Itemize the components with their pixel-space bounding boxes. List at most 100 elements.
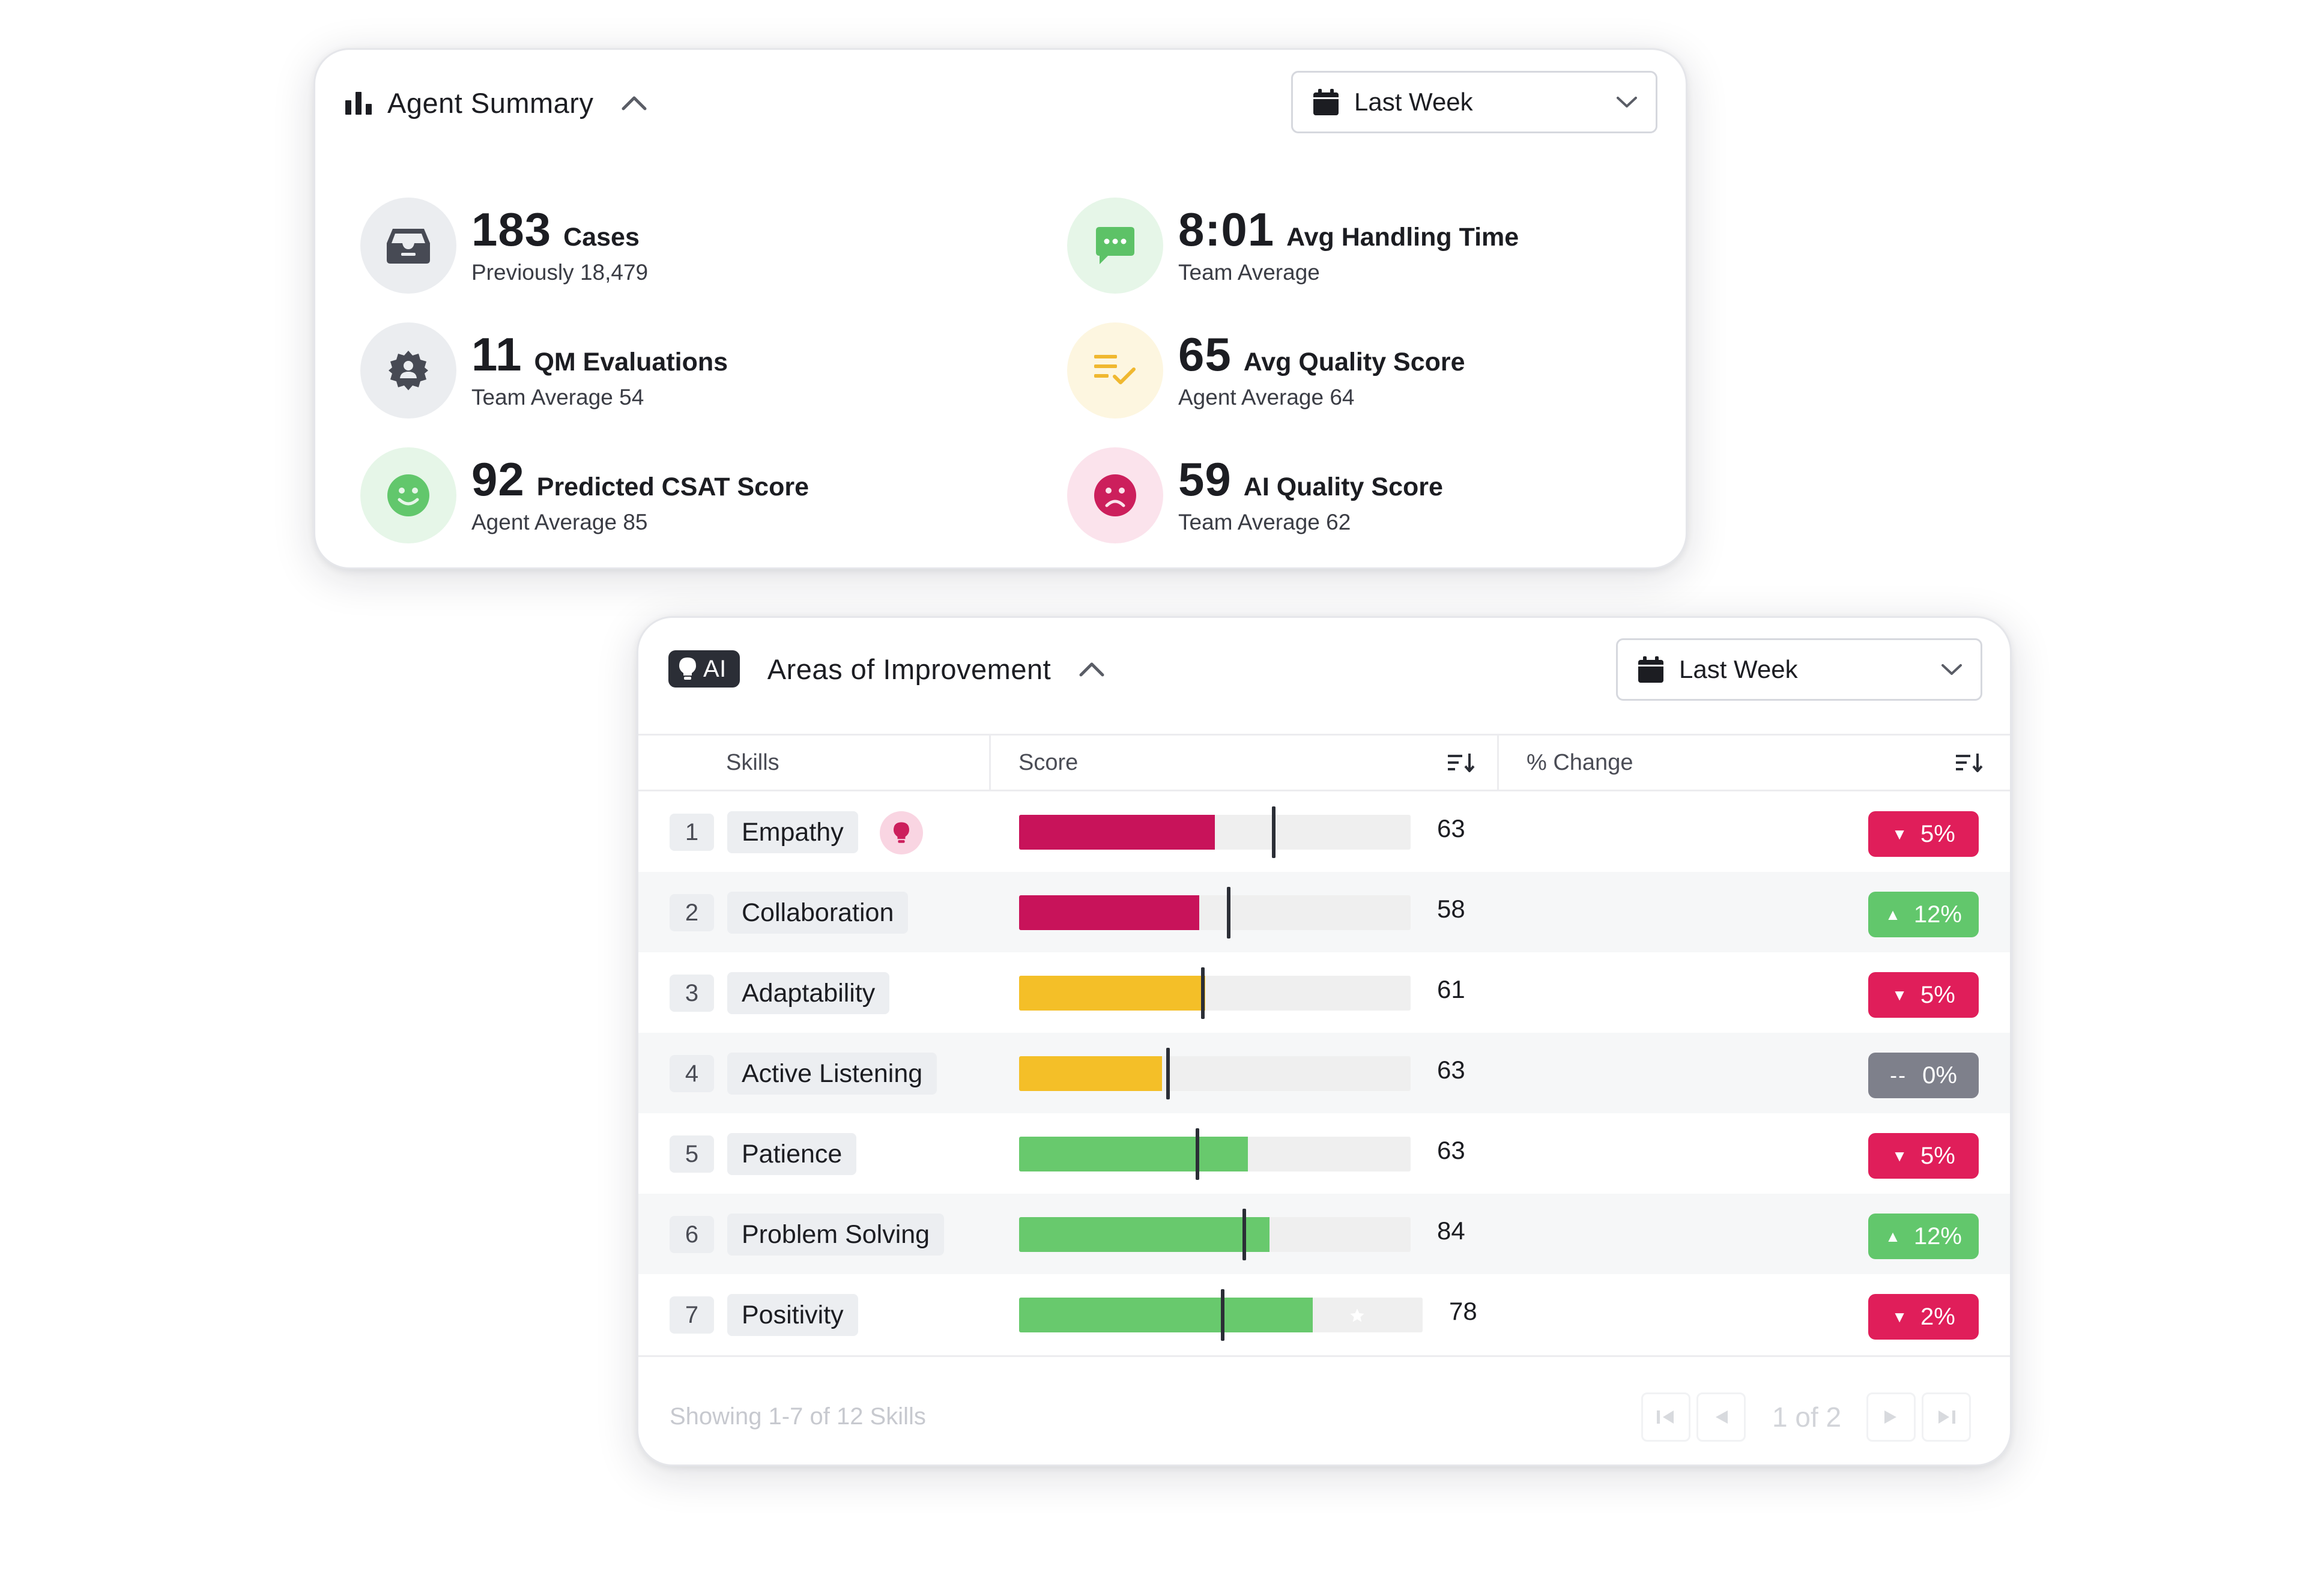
metric-icon-circle <box>360 198 456 294</box>
score-value: 63 <box>1437 1136 1465 1164</box>
rank-badge: 3 <box>670 975 714 1012</box>
score-value: 84 <box>1437 1217 1465 1245</box>
metric-value: 65 <box>1178 328 1232 381</box>
rank-badge: 7 <box>670 1296 714 1334</box>
metric-icon-circle <box>360 322 456 419</box>
calendar-icon <box>1313 89 1339 115</box>
sort-icon[interactable] <box>1448 752 1475 773</box>
metric-subtext: Team Average <box>1178 260 1320 285</box>
metric-cases: 183 Cases Previously 18,479 <box>360 198 961 294</box>
summary-period-dropdown[interactable]: Last Week <box>1291 71 1657 133</box>
team-average-marker <box>1227 887 1230 939</box>
score-bar-fill <box>1019 895 1199 930</box>
lightbulb-icon <box>679 657 696 680</box>
calendar-icon <box>1638 656 1663 683</box>
table-row[interactable]: 2 Collaboration 58 ▲ 12% <box>638 872 2010 952</box>
chevron-up-icon[interactable] <box>1079 660 1105 677</box>
table-row[interactable]: 3 Adaptability 61 ▼ 5% <box>638 952 2010 1033</box>
arrow-up-icon: ▲ <box>1885 1227 1901 1245</box>
inbox-icon <box>387 228 430 264</box>
table-row[interactable]: 4 Active Listening 63 -- 0% <box>638 1033 2010 1113</box>
skill-name: Collaboration <box>727 892 909 934</box>
change-badge: ▼ 5% <box>1868 1133 1979 1179</box>
smile-icon <box>387 474 429 516</box>
metric-ai-quality-score: 59 AI Quality Score Team Average 62 <box>1067 447 1668 543</box>
change-badge: ▼ 2% <box>1868 1294 1979 1340</box>
column-header-score[interactable]: Score <box>989 736 1497 790</box>
table-header: Skills Score % Change <box>638 734 2010 791</box>
rank-badge: 1 <box>670 814 714 851</box>
metric-icon-circle <box>1067 322 1163 419</box>
page-indicator: 1 of 2 <box>1772 1401 1842 1433</box>
arrow-up-icon: ▲ <box>1885 905 1901 923</box>
change-value: 12% <box>1913 1223 1962 1250</box>
metric-subtext: Team Average 62 <box>1178 510 1351 534</box>
prev-page-button[interactable] <box>1696 1392 1746 1442</box>
score-bar-fill <box>1019 1217 1270 1252</box>
sort-icon[interactable] <box>1956 752 1984 773</box>
lightbulb-icon[interactable] <box>880 811 923 854</box>
column-header-skills[interactable]: Skills <box>726 749 779 775</box>
metric-value: 8:01 <box>1178 203 1275 256</box>
score-bar-fill <box>1019 976 1205 1011</box>
checklist-icon <box>1094 354 1136 387</box>
score-bar-track <box>1019 967 1411 1019</box>
skill-name: Active Listening <box>727 1053 937 1095</box>
chevron-up-icon[interactable] <box>621 94 647 111</box>
chat-bubble-icon <box>1096 227 1134 264</box>
next-page-button[interactable] <box>1866 1392 1916 1442</box>
metric-subtext: Agent Average 64 <box>1178 385 1355 410</box>
frown-icon <box>1094 474 1136 516</box>
change-badge: -- 0% <box>1868 1053 1979 1098</box>
pagination-summary: Showing 1-7 of 12 Skills <box>670 1403 926 1430</box>
metric-value: 11 <box>471 328 522 381</box>
change-value: 5% <box>1920 820 1955 847</box>
chevron-down-icon <box>1941 663 1963 676</box>
bar-chart-icon <box>345 91 372 115</box>
change-value: 2% <box>1920 1303 1955 1330</box>
metric-icon-circle <box>1067 198 1163 294</box>
table-row[interactable]: 1 Empathy 63 ▼ 5% <box>638 791 2010 872</box>
column-header-change-label: % Change <box>1527 749 1633 775</box>
table-row[interactable]: 5 Patience 63 ▼ 5% <box>638 1113 2010 1194</box>
skill-name: Empathy <box>727 811 858 853</box>
column-header-change[interactable]: % Change <box>1497 736 2010 790</box>
last-page-icon <box>1936 1408 1956 1426</box>
metric-qm-evaluations: 11 QM Evaluations Team Average 54 <box>360 322 961 419</box>
rank-badge: 2 <box>670 894 714 931</box>
skill-name: Patience <box>727 1133 857 1175</box>
change-value: 0% <box>1922 1062 1957 1089</box>
team-average-marker <box>1272 806 1276 858</box>
score-bar-fill <box>1019 1298 1313 1332</box>
score-value: 78 <box>1449 1297 1477 1325</box>
pagination: 1 of 2 <box>1641 1392 1977 1442</box>
metric-icon-circle <box>360 447 456 543</box>
areas-of-improvement-card: AI Areas of Improvement Last Week Skills… <box>637 616 2012 1466</box>
agent-summary-card: Agent Summary Last Week 183 Cases Previou… <box>313 48 1687 569</box>
score-bar-fill <box>1019 1137 1248 1171</box>
aoi-period-dropdown[interactable]: Last Week <box>1616 638 1982 701</box>
metric-label: Cases <box>563 223 640 252</box>
prev-page-icon <box>1712 1408 1730 1426</box>
change-badge: ▼ 5% <box>1868 972 1979 1018</box>
skill-name: Problem Solving <box>727 1214 945 1256</box>
score-value: 61 <box>1437 975 1465 1003</box>
metric-subtext: Agent Average 85 <box>471 510 648 534</box>
table-row[interactable]: 6 Problem Solving 84 ▲ 12% <box>638 1194 2010 1274</box>
change-badge: ▲ 12% <box>1868 1214 1979 1259</box>
metric-predicted-csat: 92 Predicted CSAT Score Agent Average 85 <box>360 447 961 543</box>
first-page-button[interactable] <box>1641 1392 1690 1442</box>
metric-label: Avg Handling Time <box>1286 223 1519 252</box>
metric-value: 59 <box>1178 453 1232 506</box>
agent-summary-title: Agent Summary <box>387 86 594 119</box>
score-value: 63 <box>1437 814 1465 842</box>
change-value: 12% <box>1913 901 1962 928</box>
last-page-button[interactable] <box>1922 1392 1972 1442</box>
table-row[interactable]: 7 Positivity 78 ▼ 2% <box>638 1274 2010 1355</box>
change-value: 5% <box>1920 981 1955 1008</box>
metric-icon-circle <box>1067 447 1163 543</box>
skill-name: Positivity <box>727 1294 858 1336</box>
change-badge: ▲ 12% <box>1868 892 1979 937</box>
metric-subtext: Team Average 54 <box>471 385 644 410</box>
metric-label: Avg Quality Score <box>1243 348 1465 376</box>
